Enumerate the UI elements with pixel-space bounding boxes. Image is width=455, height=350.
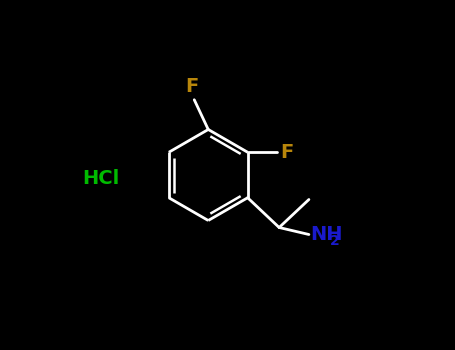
Text: NH: NH: [311, 225, 343, 244]
Text: F: F: [185, 77, 198, 96]
Text: HCl: HCl: [82, 169, 120, 188]
Text: F: F: [280, 143, 293, 162]
Text: 2: 2: [330, 234, 339, 248]
